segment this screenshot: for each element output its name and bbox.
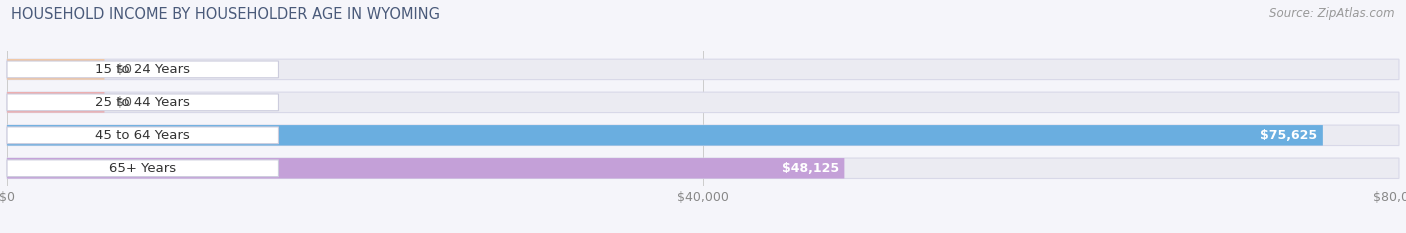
Text: $48,125: $48,125 <box>782 162 839 175</box>
FancyBboxPatch shape <box>7 92 104 113</box>
Text: $75,625: $75,625 <box>1260 129 1317 142</box>
FancyBboxPatch shape <box>7 160 278 177</box>
FancyBboxPatch shape <box>7 127 278 144</box>
FancyBboxPatch shape <box>7 125 1323 146</box>
Text: $0: $0 <box>115 96 132 109</box>
FancyBboxPatch shape <box>7 94 278 111</box>
FancyBboxPatch shape <box>7 59 1399 80</box>
FancyBboxPatch shape <box>7 125 1399 146</box>
FancyBboxPatch shape <box>7 61 278 78</box>
Text: $0: $0 <box>115 63 132 76</box>
FancyBboxPatch shape <box>7 158 845 178</box>
Text: HOUSEHOLD INCOME BY HOUSEHOLDER AGE IN WYOMING: HOUSEHOLD INCOME BY HOUSEHOLDER AGE IN W… <box>11 7 440 22</box>
Text: 65+ Years: 65+ Years <box>110 162 176 175</box>
Text: 25 to 44 Years: 25 to 44 Years <box>96 96 190 109</box>
Text: 45 to 64 Years: 45 to 64 Years <box>96 129 190 142</box>
Text: Source: ZipAtlas.com: Source: ZipAtlas.com <box>1270 7 1395 20</box>
Text: 15 to 24 Years: 15 to 24 Years <box>96 63 190 76</box>
FancyBboxPatch shape <box>7 158 1399 178</box>
FancyBboxPatch shape <box>7 59 104 80</box>
FancyBboxPatch shape <box>7 92 1399 113</box>
